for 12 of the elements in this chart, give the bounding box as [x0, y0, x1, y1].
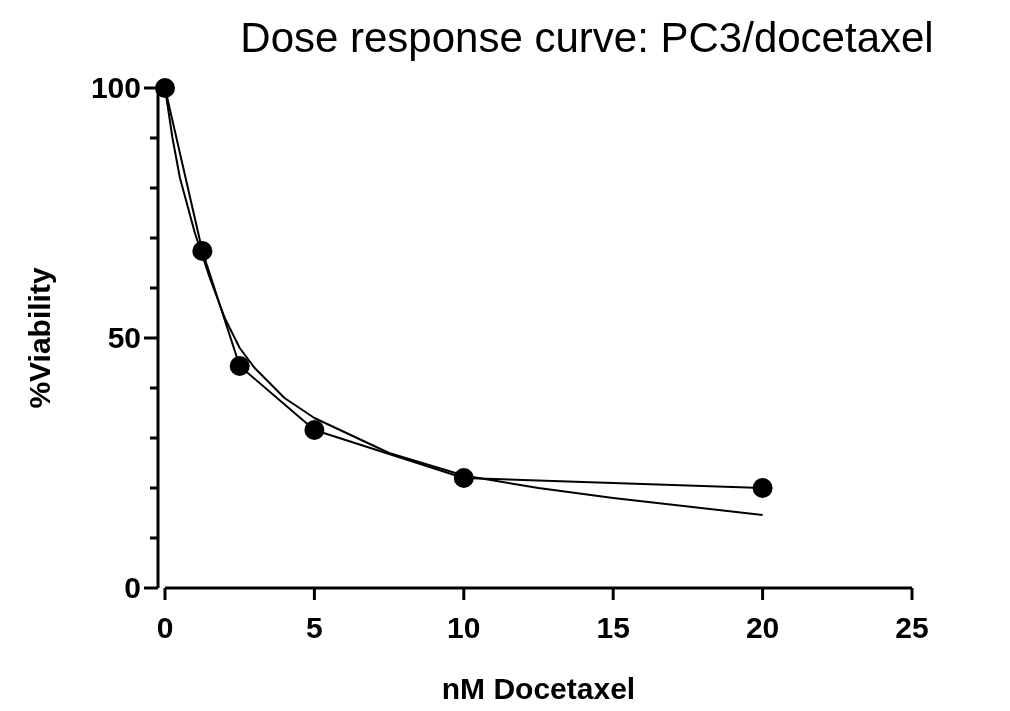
x-tick-label: 0 — [156, 611, 174, 644]
x-tick-label: 5 — [306, 611, 323, 644]
y-tick-label: 100 — [90, 71, 141, 104]
y-axis-title: %Viability — [23, 267, 56, 409]
x-axis-title: nM Docetaxel — [441, 672, 636, 705]
y-tick-label: 50 — [107, 321, 141, 354]
x-tick-label: 10 — [447, 611, 481, 644]
x-tick-label: 25 — [895, 611, 929, 644]
x-tick-label: 15 — [596, 611, 630, 644]
chart-title: Dose response curve: PC3/docetaxel — [240, 14, 934, 61]
y-tick-label: 0 — [124, 571, 141, 604]
x-tick-label: 20 — [745, 611, 780, 644]
